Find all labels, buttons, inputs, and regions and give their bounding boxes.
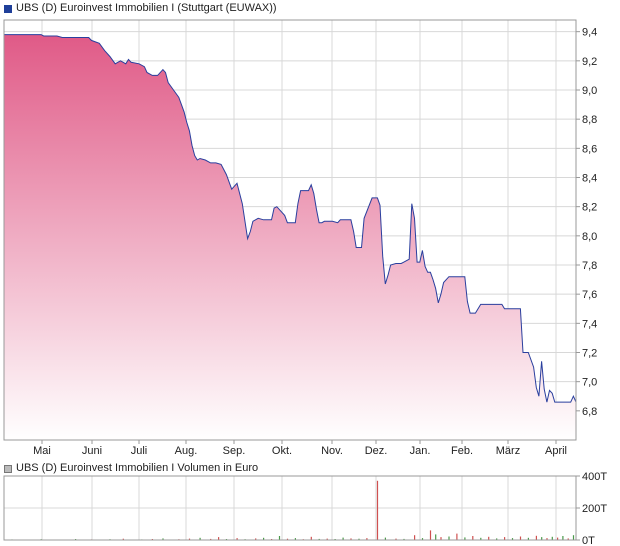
volume-bar bbox=[310, 536, 312, 540]
price-y-tick-label: 9,0 bbox=[582, 85, 597, 97]
volume-bar bbox=[541, 537, 543, 540]
volume-y-tick-label: 0T bbox=[582, 535, 595, 546]
price-x-tick-label: Juli bbox=[131, 445, 148, 457]
price-y-tick-label: 7,4 bbox=[582, 318, 597, 330]
volume-bar bbox=[218, 537, 220, 540]
volume-bar bbox=[199, 537, 201, 540]
price-x-tick-label: Mai bbox=[33, 445, 51, 457]
price-y-tick-label: 8,6 bbox=[582, 143, 597, 155]
price-y-tick-label: 9,2 bbox=[582, 56, 597, 68]
volume-bar bbox=[429, 530, 432, 540]
volume-bar bbox=[546, 538, 548, 540]
price-x-tick-label: Aug. bbox=[175, 445, 198, 457]
price-y-tick-label: 7,8 bbox=[582, 260, 597, 272]
volume-bar bbox=[504, 537, 506, 540]
volume-bar bbox=[122, 538, 124, 540]
volume-legend-swatch bbox=[4, 464, 12, 473]
volume-legend: UBS (D) Euroinvest Immobilien I Volumen … bbox=[4, 462, 258, 475]
volume-y-axis: 400T 200T 0T bbox=[576, 471, 607, 546]
volume-bar bbox=[464, 537, 466, 540]
price-x-tick-label: Juni bbox=[82, 445, 102, 457]
price-y-tick-label: 8,4 bbox=[582, 173, 597, 185]
volume-bar bbox=[384, 537, 386, 540]
volume-bar bbox=[342, 537, 344, 540]
volume-bar bbox=[511, 538, 514, 540]
volume-grid bbox=[4, 475, 576, 541]
price-plot-frame bbox=[3, 19, 577, 441]
price-x-tick-label: Sep. bbox=[223, 445, 246, 457]
volume-y-tick-label: 200T bbox=[582, 503, 607, 515]
price-x-axis: Mai Juni Juli Aug. Sep. Okt. Nov. Dez. Jan. Feb. M… bbox=[33, 440, 567, 457]
volume-bar bbox=[210, 538, 212, 540]
price-y-tick-label: 8,0 bbox=[582, 231, 597, 243]
volume-bar bbox=[376, 480, 379, 540]
price-x-tick-label: Feb. bbox=[451, 445, 473, 457]
price-line bbox=[4, 34, 577, 403]
volume-y-tick-label: 400T bbox=[582, 471, 607, 483]
price-x-tick-label: Nov. bbox=[321, 445, 343, 457]
volume-bar bbox=[286, 538, 289, 540]
price-legend-swatch bbox=[4, 4, 12, 13]
volume-bar bbox=[403, 538, 405, 540]
volume-bar bbox=[519, 536, 522, 540]
volume-bar bbox=[236, 538, 238, 540]
volume-bar bbox=[395, 538, 397, 540]
volume-bar bbox=[488, 536, 490, 540]
volume-bar bbox=[326, 538, 328, 540]
volume-bar bbox=[480, 537, 482, 540]
price-y-tick-label: 7,6 bbox=[582, 289, 597, 301]
price-y-tick-label: 6,8 bbox=[582, 406, 597, 418]
volume-legend-label: UBS (D) Euroinvest Immobilien I Volumen … bbox=[16, 462, 259, 474]
volume-bar bbox=[527, 537, 529, 540]
volume-bars bbox=[11, 480, 575, 541]
volume-bar bbox=[358, 538, 360, 540]
volume-bar bbox=[496, 538, 498, 540]
volume-bar bbox=[456, 533, 458, 540]
volume-bar bbox=[318, 538, 320, 540]
volume-bar bbox=[562, 536, 564, 540]
price-area bbox=[4, 34, 576, 440]
volume-bar bbox=[188, 538, 191, 540]
volume-bar bbox=[162, 538, 164, 540]
volume-bar bbox=[421, 538, 424, 540]
volume-bar bbox=[255, 538, 257, 540]
volume-bar bbox=[572, 535, 575, 540]
volume-bar bbox=[448, 536, 450, 540]
volume-bar bbox=[435, 534, 437, 540]
price-x-tick-label: März bbox=[496, 445, 520, 457]
volume-bar bbox=[557, 537, 559, 540]
price-x-tick-label: Dez. bbox=[365, 445, 388, 457]
price-y-tick-label: 9,4 bbox=[582, 27, 597, 39]
price-legend: UBS (D) Euroinvest Immobilien I (Stuttga… bbox=[4, 2, 277, 15]
price-y-axis: 9,4 9,2 9,0 8,8 8,6 8,4 8,2 8,0 7,8 7,6 7,4 7,2 7,0 6… bbox=[576, 27, 597, 418]
volume-bar bbox=[294, 538, 296, 540]
price-x-tick-label: Okt. bbox=[272, 445, 292, 457]
price-y-tick-label: 8,2 bbox=[582, 202, 597, 214]
volume-bar bbox=[278, 536, 281, 540]
volume-bar bbox=[551, 536, 553, 540]
price-y-tick-label: 7,0 bbox=[582, 377, 597, 389]
price-y-tick-label: 7,2 bbox=[582, 348, 597, 360]
price-y-tick-label: 8,8 bbox=[582, 114, 597, 126]
volume-bar bbox=[366, 538, 368, 540]
volume-bar bbox=[350, 538, 352, 540]
price-legend-label: UBS (D) Euroinvest Immobilien I (Stuttga… bbox=[16, 2, 277, 14]
volume-bar bbox=[440, 537, 442, 540]
volume-bar bbox=[567, 538, 569, 540]
price-x-tick-label: Jan. bbox=[410, 445, 431, 457]
volume-bar bbox=[263, 537, 265, 540]
price-x-tick-label: April bbox=[545, 445, 567, 457]
volume-bar bbox=[472, 536, 474, 540]
volume-bar bbox=[535, 535, 537, 540]
volume-bar bbox=[414, 535, 416, 540]
